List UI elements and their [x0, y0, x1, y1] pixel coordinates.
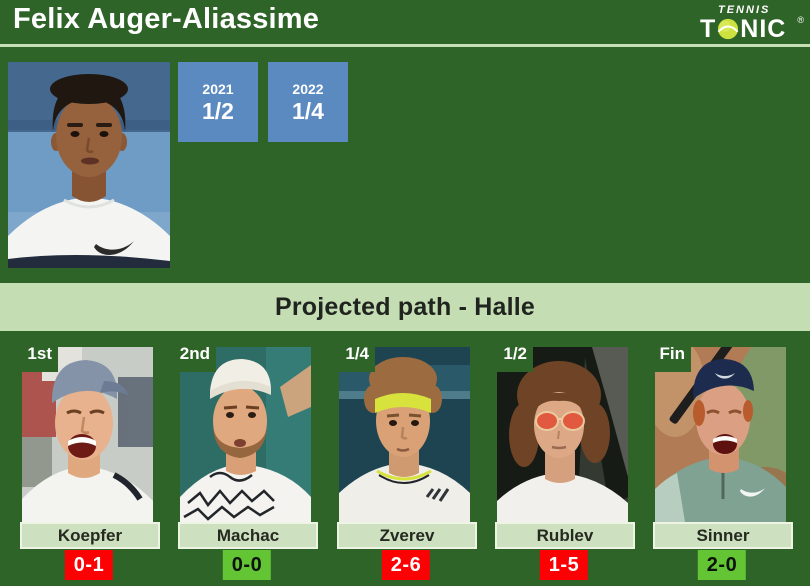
- opponent-name: Sinner: [653, 522, 793, 549]
- registered-mark: ®: [797, 15, 805, 25]
- h2h-record-badge: 0-0: [222, 550, 272, 580]
- round-label: 2nd: [158, 335, 216, 372]
- round-label: Fin: [633, 335, 691, 372]
- opponent-card-rublev: 1/2 Rublev 1-5: [475, 335, 635, 586]
- header-divider: [0, 44, 810, 47]
- section-title: Projected path - Halle: [274, 292, 535, 321]
- logo-tennis-text: TENNIS: [718, 4, 771, 16]
- machac-photo: [180, 347, 311, 522]
- history-box-2021: 2021 1/2: [178, 62, 258, 142]
- h2h-record-badge: 1-5: [539, 550, 589, 580]
- opponent-card-sinner: Fin Sinner 2-0: [633, 335, 793, 586]
- round-label: 1st: [0, 335, 58, 372]
- projected-path-cards: 1st Koepfer 0-1: [0, 335, 810, 586]
- history-result: 1/4: [292, 97, 324, 124]
- opponent-name: Machac: [178, 522, 318, 549]
- h2h-record-badge: 0-1: [64, 550, 114, 580]
- logo-tonic-text: T NIC ®: [700, 15, 804, 43]
- opponent-card-machac: 2nd Machac 0-0: [158, 335, 318, 586]
- koepfer-photo: [22, 347, 153, 522]
- history-box-2022: 2022 1/4: [268, 62, 348, 142]
- tennis-tonic-logo: TENNIS T NIC ®: [692, 4, 804, 46]
- auger-aliassime-photo: [8, 62, 170, 268]
- history-year: 2022: [292, 80, 324, 97]
- opponent-name: Zverev: [337, 522, 477, 549]
- round-label: 1/4: [317, 335, 375, 372]
- h2h-record-badge: 2-6: [381, 550, 431, 580]
- logo-letter-t: T: [700, 15, 717, 43]
- sinner-photo: [655, 347, 786, 522]
- opponent-card-zverev: 1/4 Zverev 2-6: [317, 335, 477, 586]
- tennis-ball-icon: [717, 18, 739, 40]
- round-label: 1/2: [475, 335, 533, 372]
- rublev-photo: [497, 347, 628, 522]
- opponent-name: Rublev: [495, 522, 635, 549]
- page-title: Felix Auger-Aliassime: [13, 3, 320, 35]
- history-year: 2021: [202, 80, 234, 97]
- section-band: Projected path - Halle: [0, 283, 810, 331]
- opponent-card-koepfer: 1st Koepfer 0-1: [0, 335, 160, 586]
- zverev-photo: [339, 347, 470, 522]
- history-result: 1/2: [202, 97, 234, 124]
- opponent-name: Koepfer: [20, 522, 160, 549]
- logo-letters-nic: NIC: [740, 15, 787, 43]
- h2h-record-badge: 2-0: [697, 550, 747, 580]
